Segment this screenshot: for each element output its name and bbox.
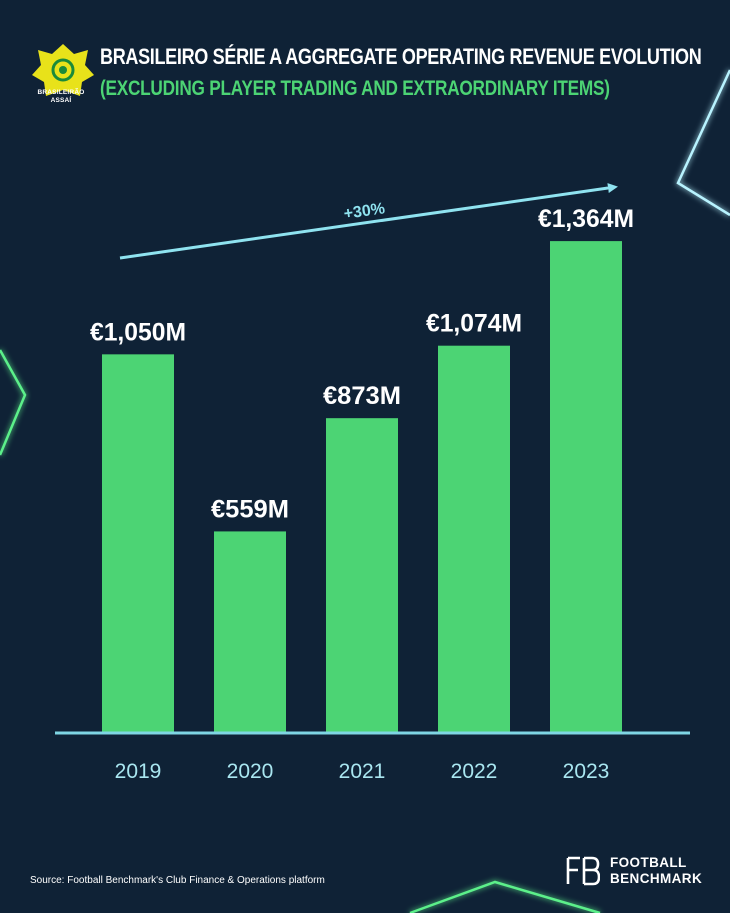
data-label-2023: €1,364M — [538, 205, 634, 233]
brasileirao-logo-icon — [32, 44, 94, 96]
data-label-2022: €1,074M — [426, 310, 522, 338]
bar-2022 — [438, 345, 510, 733]
data-label-2020: €559M — [211, 495, 289, 523]
tick-label-2019: 2019 — [115, 760, 162, 783]
tick-label-2023: 2023 — [563, 760, 610, 783]
tick-label-2021: 2021 — [339, 760, 386, 783]
brand-line1: FOOTBALL — [610, 855, 687, 870]
source-note: Source: Football Benchmark's Club Financ… — [30, 875, 325, 886]
tick-label-2020: 2020 — [227, 760, 274, 783]
growth-annotation: +30% — [343, 200, 386, 223]
league-logo-line1: BRASILEIRÃO — [37, 89, 85, 96]
league-logo-text: BRASILEIRÃO ASSAÍ — [22, 89, 100, 105]
growth-arrow — [119, 183, 618, 260]
football-benchmark-brand: FOOTBALL BENCHMARK — [610, 855, 702, 887]
brand-line2: BENCHMARK — [610, 871, 703, 886]
bar-2023 — [550, 241, 622, 734]
chart-title: BRASILEIRO SÉRIE A AGGREGATE OPERATING R… — [100, 44, 702, 69]
tick-label-2022: 2022 — [451, 760, 498, 783]
bar-2021 — [326, 418, 398, 733]
glow-line-left — [0, 349, 27, 456]
data-label-2021: €873M — [323, 382, 401, 410]
bar-2020 — [214, 531, 286, 733]
football-benchmark-logo-icon — [566, 856, 600, 886]
league-logo-line2: ASSAÍ — [50, 97, 72, 104]
glow-line-right — [676, 69, 730, 217]
glow-line-bottom — [409, 880, 601, 913]
bar-2019 — [102, 354, 174, 733]
chart-subtitle: (EXCLUDING PLAYER TRADING AND EXTRAORDIN… — [100, 77, 610, 100]
data-label-2019: €1,050M — [90, 318, 186, 346]
